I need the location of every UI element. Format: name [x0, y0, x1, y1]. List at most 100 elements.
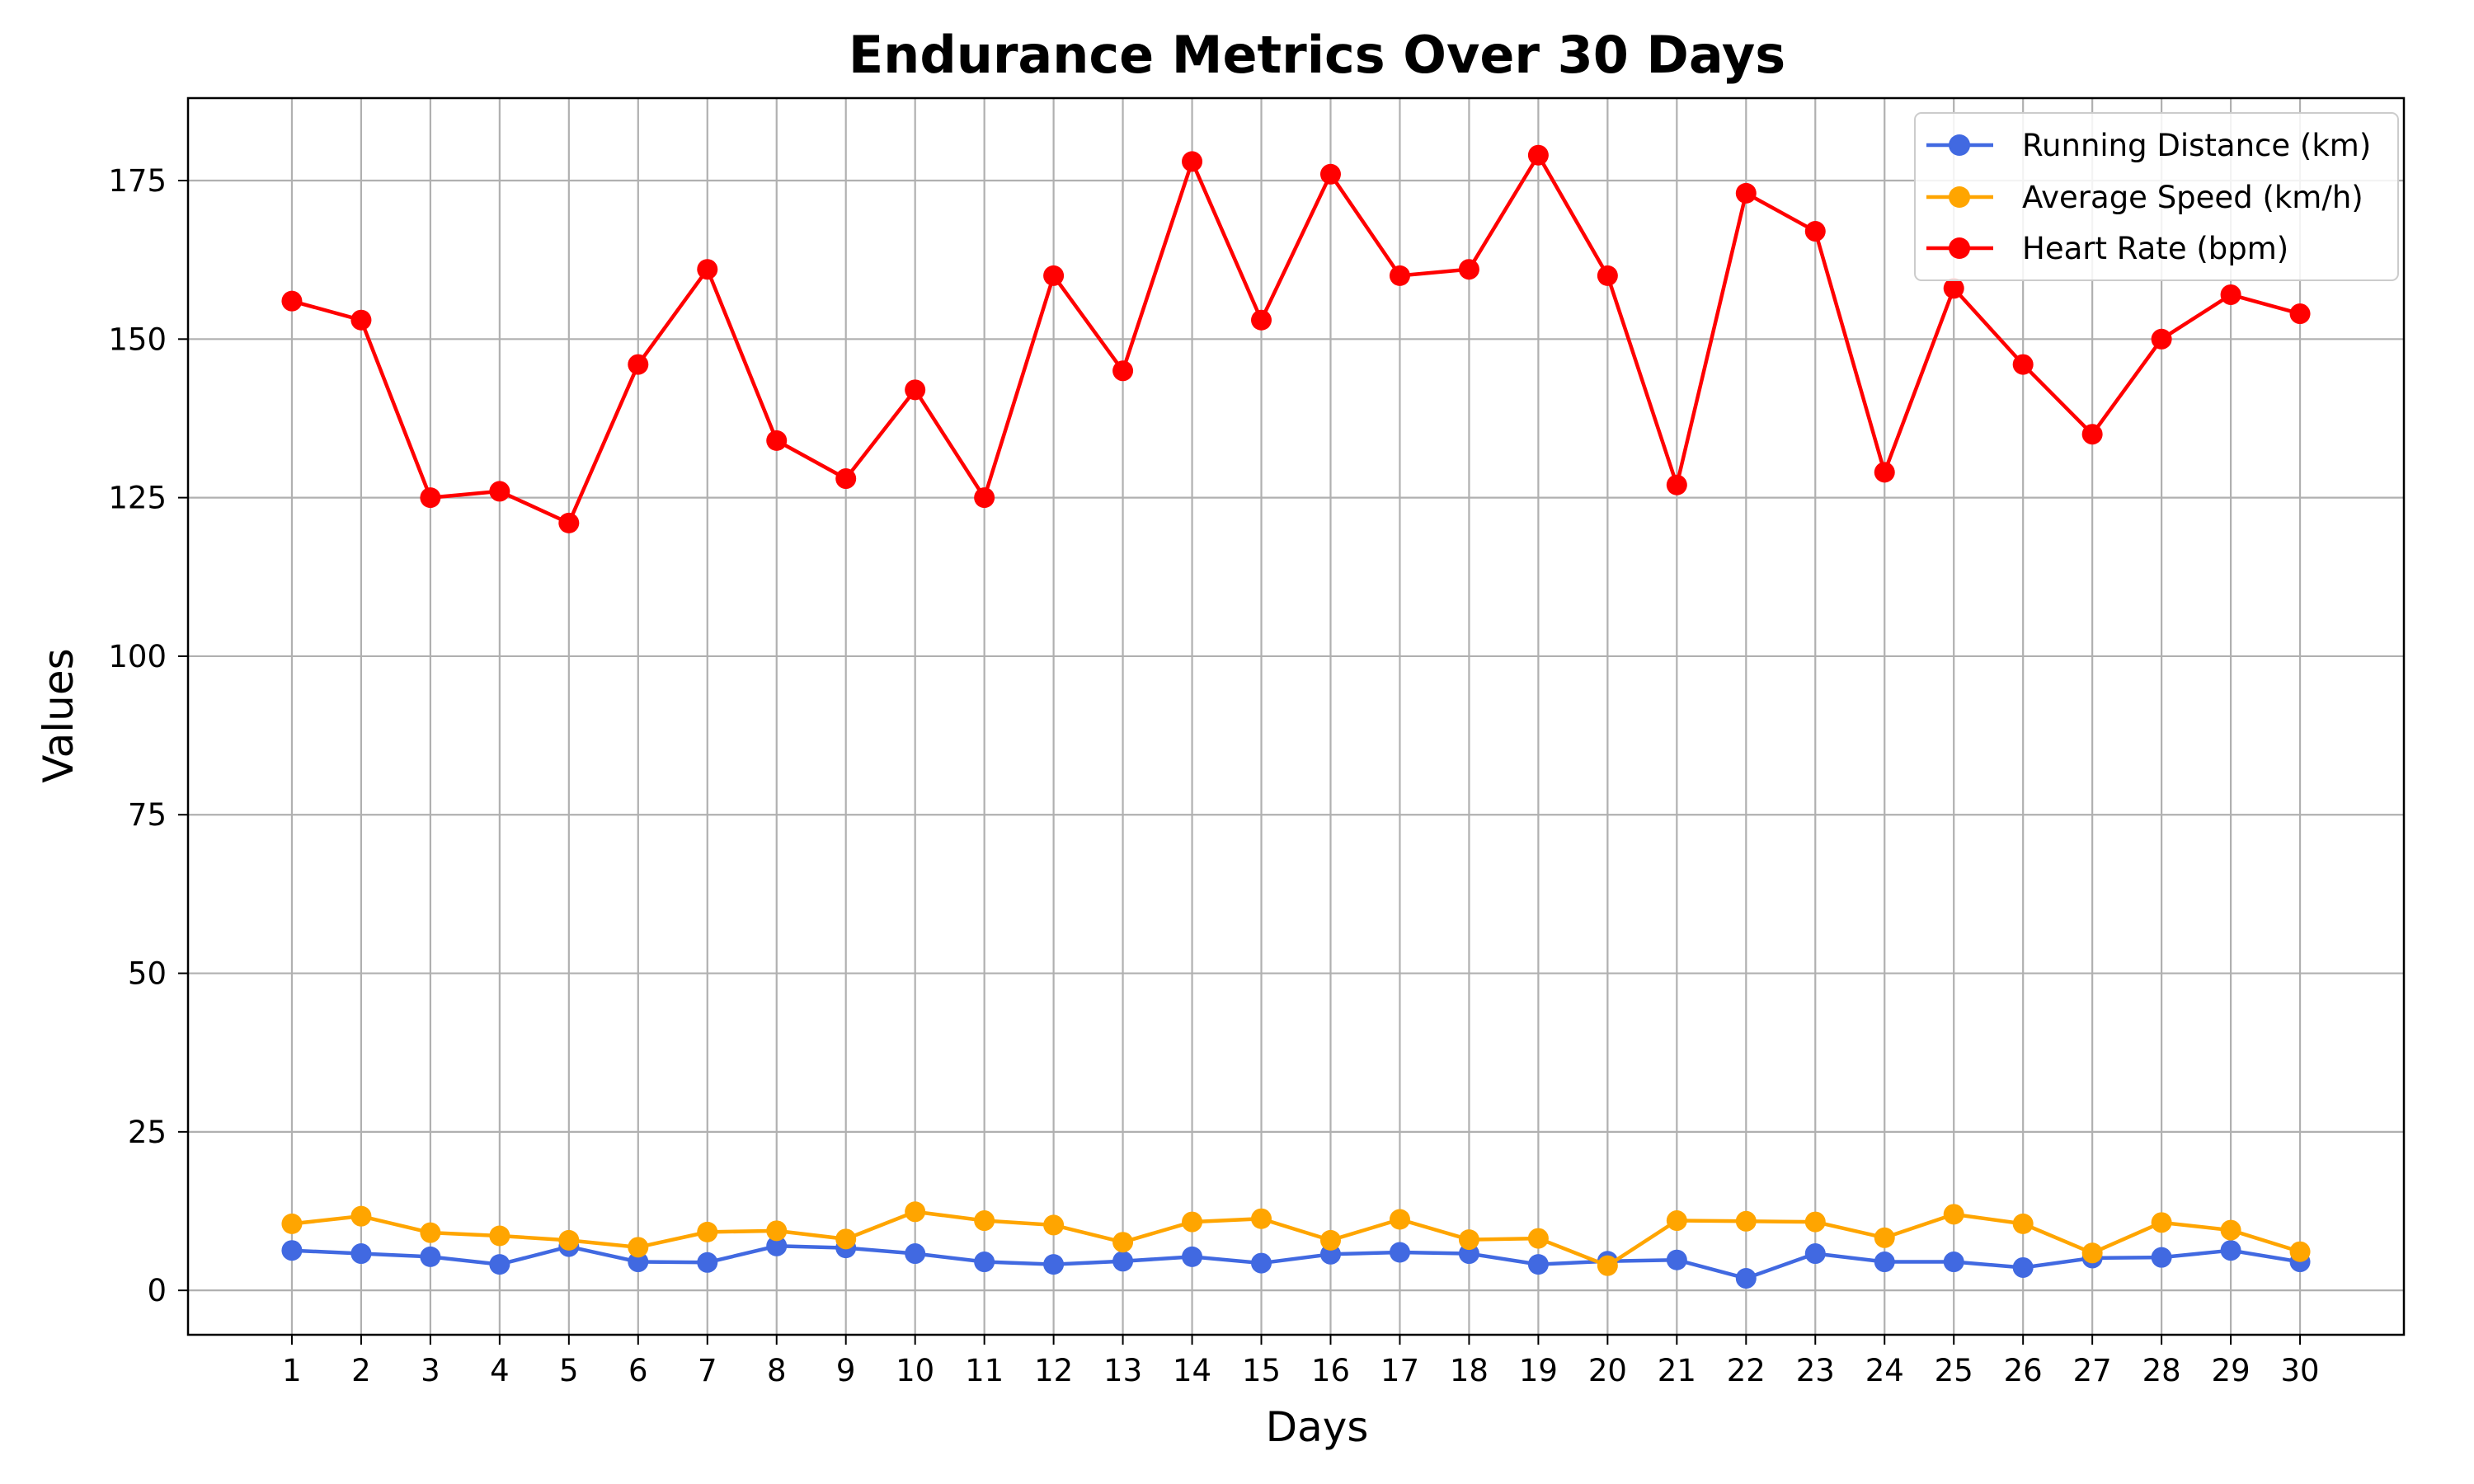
x-axis-ticks: 1 2 3 4 5 6 7 8 9 10 11 12 13 14 15 16 17 18 19 20 21 22 23 24 2…	[282, 1335, 2320, 1388]
data-point-heart-rate	[281, 290, 303, 312]
data-point-average-speed	[1527, 1228, 1549, 1249]
x-tick-label: 28	[2142, 1353, 2181, 1388]
x-tick-label: 12	[1034, 1353, 1073, 1388]
x-tick-label: 10	[896, 1353, 934, 1388]
data-point-heart-rate	[1527, 144, 1549, 166]
legend-label-average-speed: Average Speed (km/h)	[2022, 180, 2363, 215]
data-point-average-speed	[2151, 1212, 2172, 1233]
data-point-heart-rate	[2012, 354, 2034, 375]
x-tick-label: 29	[2212, 1353, 2251, 1388]
x-tick-label: 20	[1588, 1353, 1627, 1388]
data-point-running-distance	[2151, 1247, 2172, 1268]
data-point-average-speed	[420, 1222, 441, 1243]
x-tick-label: 3	[421, 1353, 440, 1388]
data-point-running-distance	[281, 1240, 303, 1261]
x-tick-label: 14	[1173, 1353, 1211, 1388]
data-point-average-speed	[1804, 1211, 1826, 1233]
x-tick-label: 24	[1865, 1353, 1904, 1388]
data-point-heart-rate	[1735, 182, 1757, 204]
data-point-running-distance	[2012, 1256, 2034, 1278]
data-point-running-distance	[1666, 1249, 1687, 1270]
y-tick-label: 75	[128, 797, 167, 833]
data-point-running-distance	[697, 1252, 718, 1273]
data-point-heart-rate	[1182, 151, 1203, 172]
data-point-running-distance	[1043, 1254, 1065, 1275]
data-point-running-distance	[1735, 1268, 1757, 1289]
data-point-average-speed	[1182, 1211, 1203, 1233]
data-point-average-speed	[558, 1229, 580, 1251]
data-point-heart-rate	[974, 487, 995, 509]
data-point-average-speed	[281, 1213, 303, 1234]
data-point-heart-rate	[1804, 221, 1826, 242]
data-point-average-speed	[1597, 1255, 1618, 1276]
x-tick-label: 25	[1935, 1353, 1973, 1388]
y-tick-label: 125	[108, 481, 167, 516]
data-point-average-speed	[1874, 1227, 1895, 1248]
x-tick-label: 16	[1311, 1353, 1350, 1388]
plot-frame	[186, 96, 2406, 1336]
data-point-heart-rate	[697, 259, 718, 280]
data-point-running-distance	[2220, 1240, 2241, 1261]
data-point-heart-rate	[905, 379, 926, 401]
chart-title: Endurance Metrics Over 30 Days	[849, 25, 1785, 85]
data-point-heart-rate	[766, 430, 788, 451]
legend-marker-running-distance	[1949, 134, 1970, 156]
x-tick-label: 27	[2073, 1353, 2112, 1388]
legend-marker-average-speed	[1949, 186, 1970, 208]
data-point-heart-rate	[1251, 309, 1272, 331]
data-point-average-speed	[1666, 1210, 1687, 1232]
x-tick-label: 11	[965, 1353, 1004, 1388]
legend-frame	[1914, 112, 2399, 281]
x-tick-label: 26	[2004, 1353, 2043, 1388]
data-point-average-speed	[350, 1205, 372, 1227]
data-point-average-speed	[1389, 1209, 1410, 1230]
data-point-heart-rate	[1597, 265, 1618, 286]
x-tick-label: 5	[559, 1353, 579, 1388]
legend-label-heart-rate: Heart Rate (bpm)	[2022, 231, 2288, 266]
data-point-running-distance	[974, 1252, 995, 1273]
x-tick-label: 21	[1658, 1353, 1696, 1388]
data-point-heart-rate	[1874, 462, 1895, 483]
x-tick-label: 13	[1103, 1353, 1142, 1388]
data-point-heart-rate	[420, 487, 441, 509]
data-point-running-distance	[1527, 1254, 1549, 1275]
data-point-running-distance	[489, 1254, 510, 1275]
x-axis-label: Days	[1266, 1403, 1369, 1451]
legend-marker-heart-rate	[1949, 237, 1970, 259]
x-tick-label: 6	[628, 1353, 648, 1388]
x-tick-label: 17	[1380, 1353, 1419, 1388]
data-point-running-distance	[766, 1235, 788, 1256]
data-point-heart-rate	[489, 481, 510, 502]
x-tick-label: 1	[282, 1353, 302, 1388]
data-point-running-distance	[1804, 1243, 1826, 1265]
x-tick-label: 30	[2281, 1353, 2320, 1388]
plot-area	[188, 98, 2404, 1335]
x-tick-label: 8	[767, 1353, 787, 1388]
data-point-running-distance	[628, 1252, 649, 1273]
y-tick-label: 150	[108, 322, 167, 357]
data-point-running-distance	[420, 1246, 441, 1267]
data-point-average-speed	[1943, 1204, 1964, 1225]
legend: Running Distance (km) Average Speed (km/…	[1914, 112, 2399, 281]
data-point-average-speed	[1251, 1208, 1272, 1229]
y-tick-label: 0	[147, 1273, 167, 1308]
data-point-heart-rate	[1458, 259, 1479, 280]
x-tick-label: 4	[490, 1353, 510, 1388]
x-tick-label: 22	[1727, 1353, 1766, 1388]
data-point-average-speed	[2220, 1219, 2241, 1241]
data-point-heart-rate	[558, 512, 580, 533]
data-point-heart-rate	[1389, 265, 1410, 286]
data-point-average-speed	[1735, 1210, 1757, 1232]
y-tick-label: 175	[108, 163, 167, 199]
series-group	[281, 144, 2311, 1289]
data-point-average-speed	[1319, 1229, 1341, 1251]
data-point-heart-rate	[2151, 328, 2172, 350]
data-point-heart-rate	[350, 309, 372, 331]
data-point-running-distance	[350, 1243, 372, 1265]
y-tick-label: 50	[128, 956, 167, 992]
data-point-heart-rate	[628, 354, 649, 375]
data-point-heart-rate	[1943, 278, 1964, 299]
data-point-heart-rate	[1666, 474, 1687, 495]
data-point-running-distance	[1251, 1252, 1272, 1274]
data-point-average-speed	[2081, 1242, 2103, 1264]
